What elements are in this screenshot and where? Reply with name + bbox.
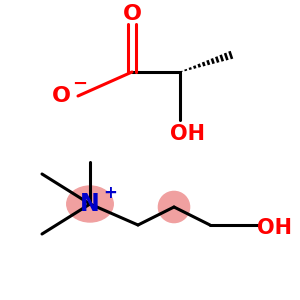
Text: N: N bbox=[80, 192, 100, 216]
Text: O: O bbox=[122, 4, 142, 23]
Text: OH: OH bbox=[170, 124, 205, 144]
Text: O: O bbox=[52, 86, 71, 106]
Text: OH: OH bbox=[257, 218, 292, 238]
Text: +: + bbox=[103, 184, 117, 202]
Ellipse shape bbox=[67, 186, 113, 222]
Circle shape bbox=[158, 191, 190, 223]
Text: −: − bbox=[72, 75, 87, 93]
